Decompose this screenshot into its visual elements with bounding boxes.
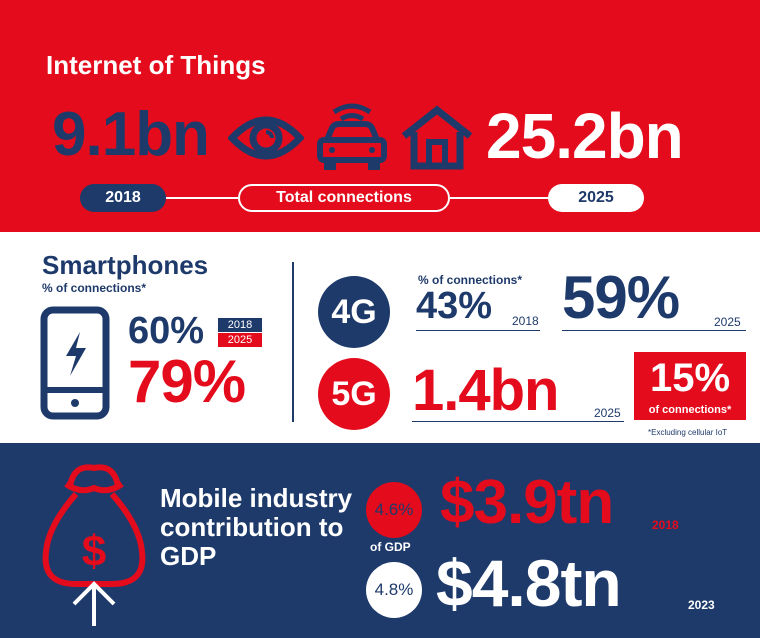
smartphones-subtitle: % of connections* bbox=[42, 281, 147, 295]
eye-icon bbox=[228, 116, 304, 160]
4g-value-2025: 59% bbox=[562, 264, 680, 331]
4g-year-2018: 2018 bbox=[512, 314, 539, 328]
timeline-line bbox=[166, 197, 238, 199]
timeline-line bbox=[450, 197, 548, 199]
smartphones-title: Smartphones bbox=[42, 250, 209, 280]
iot-value-2025: 25.2bn bbox=[486, 100, 684, 172]
gdp-value-2023: $4.8tn bbox=[436, 546, 622, 620]
iot-title: Internet of Things bbox=[46, 50, 266, 80]
money-bag-dollar-icon: $ bbox=[42, 464, 146, 626]
home-icon bbox=[401, 105, 473, 170]
underline bbox=[562, 330, 746, 331]
4g-year-2025: 2025 bbox=[714, 315, 741, 329]
4g-badge: 4G bbox=[318, 276, 390, 348]
gdp-value-2018: $3.9tn bbox=[440, 468, 614, 537]
5g-share-box bbox=[634, 352, 746, 420]
underline bbox=[412, 421, 624, 422]
5g-badge: 5G bbox=[318, 358, 390, 430]
total-connections-pill: Total connections bbox=[238, 184, 450, 212]
connected-car-icon bbox=[317, 103, 387, 170]
5g-value: 1.4bn bbox=[412, 358, 559, 423]
underline bbox=[416, 330, 540, 331]
gdp-year-2023: 2023 bbox=[688, 598, 715, 612]
5g-share-label: of connections* bbox=[648, 404, 732, 416]
year-tag-2018: 2018 bbox=[218, 318, 262, 332]
5g-year: 2025 bbox=[594, 406, 621, 420]
smartphones-value-2025: 79% bbox=[128, 348, 246, 415]
gdp-year-2018: 2018 bbox=[652, 518, 679, 532]
4g-connections-label: % of connections* bbox=[418, 273, 523, 287]
gdp-pct-2023-badge: 4.8% bbox=[366, 562, 422, 618]
iot-value-2018: 9.1bn bbox=[52, 100, 210, 169]
year-pill-2018: 2018 bbox=[80, 184, 166, 212]
5g-share-value: 15% bbox=[649, 356, 731, 400]
year-tag-2025: 2025 bbox=[218, 333, 262, 347]
svg-text:$: $ bbox=[82, 527, 106, 576]
gdp-pct-2018-badge: 4.6% bbox=[366, 482, 422, 538]
smartphones-value-2018: 60% bbox=[128, 310, 205, 352]
gdp-title: Mobile industry contribution to GDP bbox=[160, 483, 353, 571]
smartphone-bolt-icon bbox=[40, 306, 110, 420]
4g-value-2018: 43% bbox=[416, 285, 493, 327]
footnote: *Excluding cellular IoT bbox=[648, 428, 728, 437]
of-gdp-label: of GDP bbox=[370, 540, 411, 554]
year-pill-2025: 2025 bbox=[548, 184, 644, 212]
section-divider bbox=[292, 262, 294, 422]
